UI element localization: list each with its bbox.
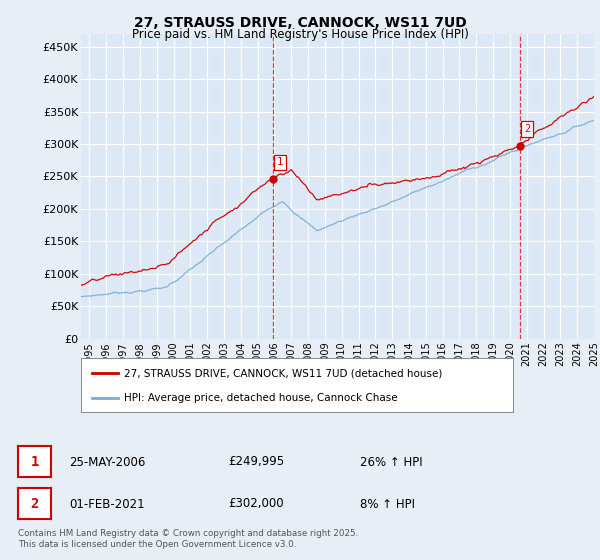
Text: 25-MAY-2006: 25-MAY-2006 [69, 455, 145, 469]
Text: £302,000: £302,000 [228, 497, 284, 511]
Text: 1: 1 [31, 455, 38, 469]
Text: 8% ↑ HPI: 8% ↑ HPI [360, 497, 415, 511]
Text: 2: 2 [524, 124, 530, 134]
Text: HPI: Average price, detached house, Cannock Chase: HPI: Average price, detached house, Cann… [124, 393, 398, 403]
Text: 26% ↑ HPI: 26% ↑ HPI [360, 455, 422, 469]
Text: Contains HM Land Registry data © Crown copyright and database right 2025.
This d: Contains HM Land Registry data © Crown c… [18, 529, 358, 549]
Text: 1: 1 [277, 157, 283, 167]
Text: 2: 2 [31, 497, 38, 511]
Text: £249,995: £249,995 [228, 455, 284, 469]
Text: 27, STRAUSS DRIVE, CANNOCK, WS11 7UD: 27, STRAUSS DRIVE, CANNOCK, WS11 7UD [134, 16, 466, 30]
Text: 01-FEB-2021: 01-FEB-2021 [69, 497, 145, 511]
Text: 27, STRAUSS DRIVE, CANNOCK, WS11 7UD (detached house): 27, STRAUSS DRIVE, CANNOCK, WS11 7UD (de… [124, 368, 443, 379]
Text: Price paid vs. HM Land Registry's House Price Index (HPI): Price paid vs. HM Land Registry's House … [131, 28, 469, 41]
